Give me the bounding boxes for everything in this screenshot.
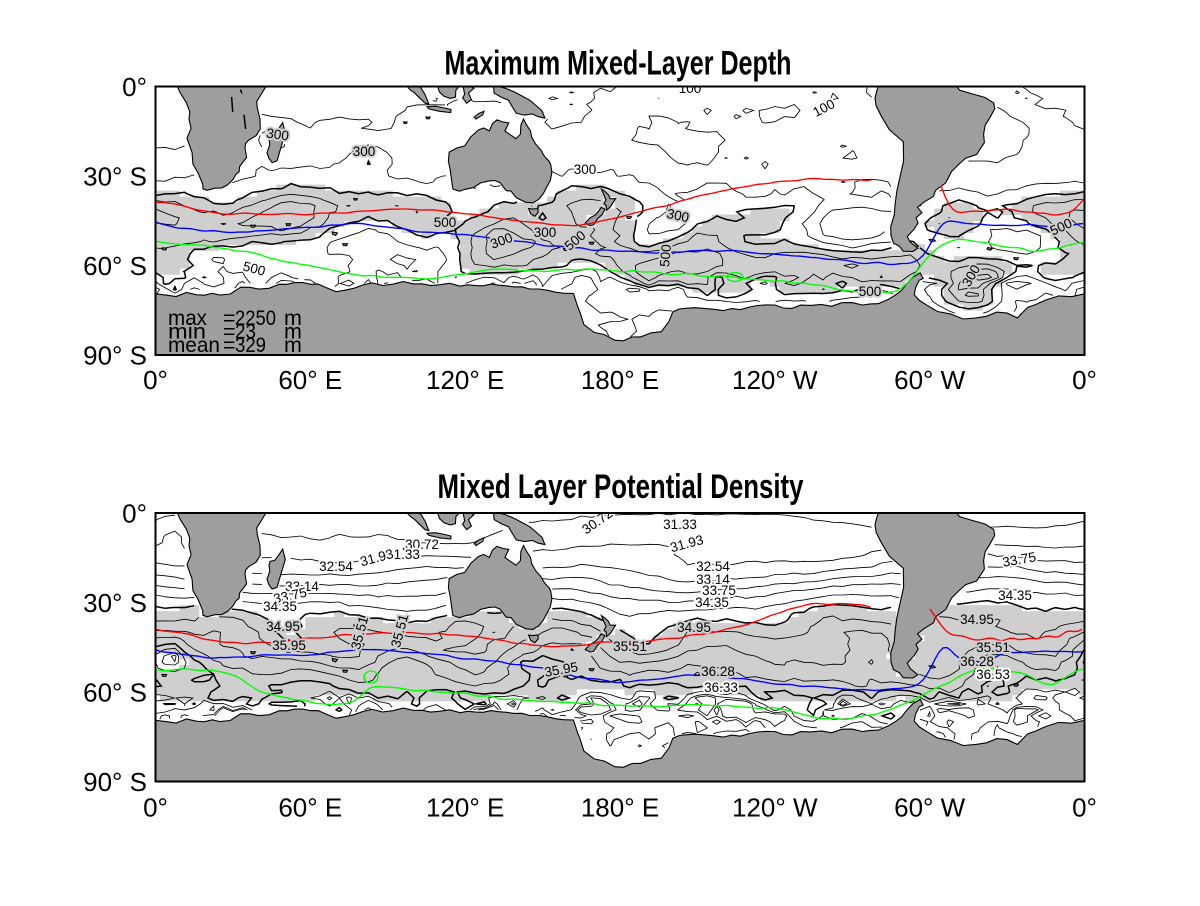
svg-text:Maximum Mixed-Layer Depth: Maximum Mixed-Layer Depth	[445, 45, 792, 83]
svg-text:Mixed Layer Potential Density: Mixed Layer Potential Density	[438, 468, 804, 506]
svg-text:33.14: 33.14	[285, 579, 319, 594]
svg-text:300: 300	[665, 206, 690, 225]
svg-text:31.33: 31.33	[663, 517, 697, 532]
svg-text:500: 500	[434, 215, 457, 230]
svg-text:300: 300	[534, 225, 557, 240]
svg-text:0°: 0°	[143, 793, 168, 823]
svg-text:120° W: 120° W	[732, 365, 818, 395]
svg-text:0°: 0°	[1072, 793, 1097, 823]
svg-text:36.28: 36.28	[960, 654, 994, 669]
svg-text:23: 23	[235, 320, 256, 344]
svg-text:60° S: 60° S	[83, 678, 147, 708]
svg-text:120° E: 120° E	[426, 793, 504, 823]
svg-text:34.95: 34.95	[266, 619, 300, 634]
svg-text:=: =	[223, 306, 236, 330]
svg-text:35.51: 35.51	[613, 639, 647, 654]
svg-text:34.35: 34.35	[263, 599, 297, 614]
svg-text:0°: 0°	[122, 499, 147, 529]
svg-text:m: m	[284, 333, 302, 357]
svg-text:300: 300	[574, 162, 597, 177]
svg-text:0°: 0°	[143, 365, 168, 395]
svg-text:34.35: 34.35	[695, 595, 729, 610]
svg-text:120° E: 120° E	[426, 365, 504, 395]
svg-text:min: min	[168, 320, 206, 344]
svg-text:2250: 2250	[235, 306, 276, 330]
svg-text:34.35: 34.35	[998, 588, 1032, 603]
svg-text:35.51: 35.51	[976, 640, 1010, 655]
svg-text:0°: 0°	[1072, 365, 1097, 395]
svg-text:32.54: 32.54	[696, 559, 730, 574]
svg-text:90° S: 90° S	[83, 341, 147, 371]
svg-text:36.53: 36.53	[976, 667, 1010, 682]
svg-text:31.33: 31.33	[386, 547, 420, 562]
svg-text:60° S: 60° S	[83, 251, 147, 281]
svg-text:m: m	[284, 320, 302, 344]
svg-text:120° W: 120° W	[732, 793, 818, 823]
svg-text:90° S: 90° S	[83, 767, 147, 797]
svg-text:34.95: 34.95	[960, 612, 994, 627]
svg-text:34.95: 34.95	[677, 620, 711, 635]
svg-text:500: 500	[859, 284, 882, 299]
svg-text:329: 329	[235, 333, 266, 357]
svg-text:30.72: 30.72	[405, 537, 439, 552]
svg-text:36.28: 36.28	[701, 664, 735, 679]
svg-text:60° E: 60° E	[278, 793, 342, 823]
svg-text:500: 500	[657, 244, 674, 268]
svg-text:0°: 0°	[122, 72, 147, 102]
svg-text:300: 300	[265, 126, 289, 144]
svg-text:60° W: 60° W	[894, 793, 966, 823]
svg-text:32.54: 32.54	[319, 559, 353, 574]
svg-text:30° S: 30° S	[83, 588, 147, 618]
svg-text:180° E: 180° E	[581, 365, 659, 395]
svg-text:max: max	[168, 306, 207, 330]
svg-text:33.75: 33.75	[702, 583, 736, 598]
svg-text:35.95: 35.95	[272, 638, 306, 653]
svg-text:100: 100	[679, 81, 702, 96]
svg-text:33.14: 33.14	[696, 572, 730, 587]
svg-text:mean: mean	[168, 333, 220, 357]
svg-text:180° E: 180° E	[581, 793, 659, 823]
svg-text:30° S: 30° S	[83, 162, 147, 192]
svg-text:60° E: 60° E	[278, 365, 342, 395]
svg-text:=: =	[223, 320, 236, 344]
svg-text:60° W: 60° W	[894, 365, 966, 395]
svg-text:300: 300	[353, 144, 376, 159]
svg-text:36.33: 36.33	[704, 680, 738, 695]
svg-text:=: =	[223, 333, 236, 357]
svg-text:m: m	[284, 306, 302, 330]
